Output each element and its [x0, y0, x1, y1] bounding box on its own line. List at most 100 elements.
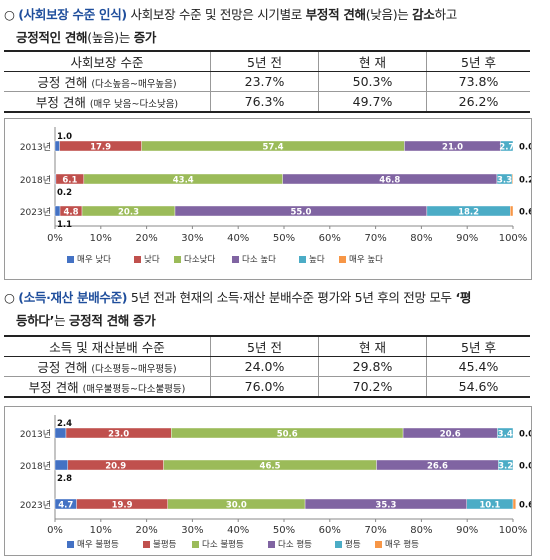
row-label-text: 부정 견해: [28, 380, 79, 395]
x-tick-label: 60%: [319, 525, 341, 536]
category-label: 2013년: [20, 429, 51, 440]
legend-swatch: [174, 256, 181, 263]
table-cell: 70.2%: [318, 376, 427, 398]
data-label: 0.0: [519, 462, 531, 472]
data-label: 1.0: [57, 132, 72, 142]
row-label-note: (매우불평등~다소불평등): [82, 384, 186, 395]
x-tick-label: 0%: [47, 233, 63, 244]
section2-bold-a: ‘평: [455, 290, 472, 305]
table-row: 부정 견해 (매우불평등~다소불평등) 76.0% 70.2% 54.6%: [4, 376, 530, 398]
data-label: 20.9: [105, 462, 126, 472]
data-label: 0.2: [519, 176, 531, 186]
data-label: 10.1: [479, 501, 500, 511]
row-label-text: 부정 견해: [35, 95, 86, 110]
section2-line2-text: 는: [54, 313, 69, 328]
table-header-cell: 5년 후: [426, 50, 530, 72]
section1-line2: 긍정적인 견해(높음)는 증가: [16, 27, 156, 48]
section1-line2-bold2: 증가: [133, 30, 157, 45]
category-label: 2023년: [20, 500, 51, 511]
data-label: 35.3: [375, 501, 396, 511]
table-header-cell: 5년 전: [210, 335, 319, 357]
data-label: 6.1: [62, 176, 77, 186]
section2-line2: 등하다’는 긍정적 견해 증가: [16, 310, 156, 331]
table-header-row: 사회보장 수준 5년 전 현 재 5년 후: [4, 50, 530, 72]
data-label: 3.3: [497, 176, 512, 186]
section1-bold-a: 부정적 견해: [305, 7, 366, 22]
legend-label: 다소 불평등: [202, 539, 244, 550]
chart-social-security-svg: 0% 10% 20% 30% 40% 50% 60% 70% 80% 90% 100% 2013년 1.…: [20, 127, 534, 265]
data-label: 55.0: [290, 208, 311, 218]
legend-swatch: [134, 256, 141, 263]
x-tick-label: 60%: [319, 233, 341, 244]
legend-label: 다소 평등: [278, 539, 312, 550]
x-tick-label: 50%: [273, 525, 295, 536]
table-cell: 49.7%: [318, 91, 427, 113]
data-label: 3.4: [498, 430, 513, 440]
section2-heading: ○ (소득·재산 분배수준) 5년 전과 현재의 소득·재산 분배수준 평가와 …: [4, 287, 544, 308]
table-cell: 50.3%: [318, 71, 427, 92]
section1-tag: (사회보장 수준 인식): [18, 7, 127, 22]
data-label: 17.9: [90, 143, 111, 153]
table-row-label: 긍정 견해 (다소평등~매우평등): [4, 356, 211, 377]
table-income-distribution: 소득 및 재산분배 수준 5년 전 현 재 5년 후 긍정 견해 (다소평등~매…: [4, 335, 530, 398]
table-row: 부정 견해 (매우 낮음~다소낮음) 76.3% 49.7% 26.2%: [4, 91, 530, 113]
table-cell: 26.2%: [426, 91, 530, 113]
data-label: 3.2: [498, 462, 513, 472]
legend-label: 높다: [309, 255, 325, 265]
category-label: 2018년: [20, 461, 51, 472]
x-tick-label: 20%: [135, 525, 157, 536]
table-cell: 76.0%: [210, 376, 319, 398]
legend-swatch: [268, 541, 275, 548]
data-label: 46.8: [379, 176, 400, 186]
section1-line2-text: (높음)는: [87, 30, 134, 45]
legend-swatch: [299, 256, 306, 263]
table-header-cell: 현 재: [318, 335, 427, 357]
data-label: 19.9: [112, 501, 133, 511]
bar-segment: [54, 459, 69, 471]
x-tick-label: 40%: [227, 233, 249, 244]
category-label: 2013년: [20, 142, 51, 153]
x-tick-label: 40%: [227, 525, 249, 536]
legend-label: 다소 높다: [242, 255, 276, 265]
x-tick-label: 10%: [90, 525, 112, 536]
chart-income-distribution-svg: 0% 10% 20% 30% 40% 50% 60% 70% 80% 90% 100% 2013년 2.…: [20, 415, 534, 550]
category-label: 2023년: [20, 207, 51, 218]
table-header-row: 소득 및 재산분배 수준 5년 전 현 재 5년 후: [4, 335, 530, 357]
table-row: 긍정 견해 (다소높음~매우높음) 23.7% 50.3% 73.8%: [4, 71, 530, 92]
section1-line2-bold: 긍정적인 견해: [16, 30, 88, 45]
data-label: 4.8: [63, 208, 78, 218]
legend-label: 낮다: [144, 254, 160, 265]
data-label: 20.3: [118, 208, 139, 218]
legend-label: 불평등: [153, 539, 177, 550]
row-label-note: (다소높음~매우높음): [91, 79, 177, 90]
bar-segment: [54, 205, 61, 217]
legend-swatch: [67, 256, 74, 263]
x-tick-label: 100%: [499, 525, 528, 536]
bar-segment: [510, 205, 514, 217]
table-row-label: 긍정 견해 (다소높음~매우높음): [4, 71, 211, 92]
section2-line2-bold: 등하다’: [16, 313, 55, 328]
data-label: 30.0: [226, 501, 247, 511]
table-cell: 23.7%: [210, 71, 319, 92]
section2-tag: (소득·재산 분배수준): [18, 290, 128, 305]
chart-social-security: 0% 10% 20% 30% 40% 50% 60% 70% 80% 90% 100% 2013년 1.…: [4, 118, 534, 280]
data-label: 50.6: [277, 430, 298, 440]
data-label: 0.0: [519, 143, 531, 153]
table-row-label: 부정 견해 (매우 낮음~다소낮음): [4, 91, 211, 113]
section1-text-b: (낮음)는: [365, 7, 413, 22]
data-label: 57.4: [263, 143, 284, 153]
legend-label: 다소낮다: [184, 254, 215, 265]
data-label: 4.7: [58, 501, 73, 511]
table-header-cell: 사회보장 수준: [4, 50, 211, 72]
legend-label: 매우 높다: [349, 255, 383, 265]
data-label: 46.5: [260, 462, 281, 472]
table-cell: 29.8%: [318, 356, 427, 377]
data-label: 2.4: [57, 419, 72, 429]
data-label: 43.4: [173, 176, 194, 186]
table-cell: 24.0%: [210, 356, 319, 377]
section2-line2-bold2: 긍정적 견해 증가: [68, 313, 156, 328]
legend-swatch: [232, 256, 239, 263]
data-label: 0.0: [519, 430, 531, 440]
table-social-security: 사회보장 수준 5년 전 현 재 5년 후 긍정 견해 (다소높음~매우높음) …: [4, 50, 530, 113]
chart-income-distribution: 0% 10% 20% 30% 40% 50% 60% 70% 80% 90% 100% 2013년 2.…: [4, 406, 534, 556]
